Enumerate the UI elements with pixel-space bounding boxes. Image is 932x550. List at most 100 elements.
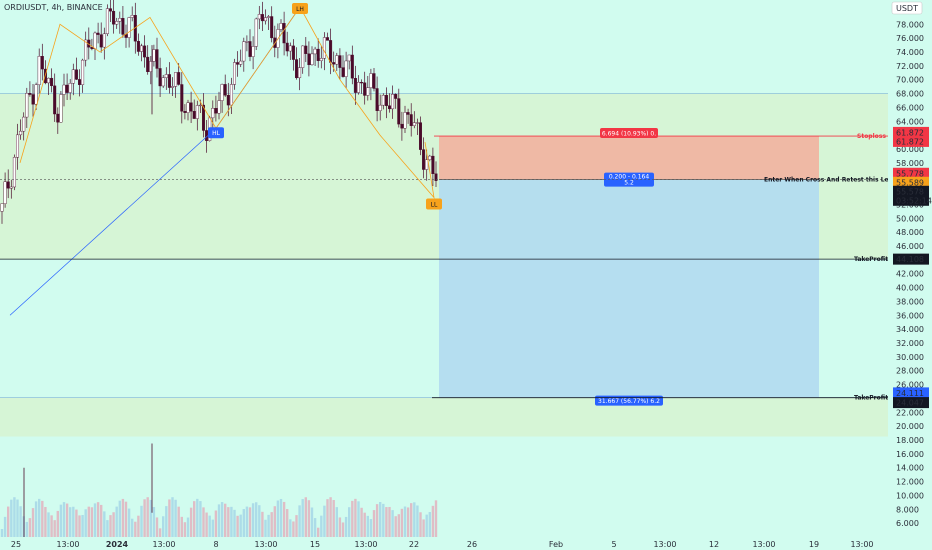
candle-body [170, 86, 174, 88]
volume-bar [397, 514, 400, 537]
time-tick-label: Feb [549, 540, 563, 549]
pivot-hl-label-box [208, 127, 224, 139]
volume-bar [292, 521, 295, 537]
symbol-title: ORDIUSDT, 4h, BINANCE [4, 3, 103, 12]
takeprofit-1-label: TakeProfit [854, 256, 888, 263]
volume-bar [276, 500, 280, 537]
volume-bar [25, 521, 28, 537]
volume-bar [360, 507, 363, 537]
volume-bar [155, 517, 159, 537]
volume-bar [329, 497, 332, 537]
time-tick-label: 13:00 [354, 540, 377, 549]
candle-body [189, 102, 193, 112]
volume-bar [425, 514, 428, 537]
volume-bar [354, 498, 357, 537]
candle-body [155, 49, 159, 69]
candle-body [25, 93, 29, 118]
candle-body [350, 54, 354, 79]
volume-bar [279, 498, 283, 537]
entry-stats-label-2: 5.2 [624, 180, 634, 187]
volume-bar [211, 519, 214, 537]
volume-bar [310, 507, 314, 537]
volume-bar [96, 502, 100, 537]
volume-bar [406, 507, 410, 537]
volume-bar [304, 497, 307, 537]
candle-body [267, 16, 271, 18]
volume-bar [93, 503, 97, 537]
candle-body [282, 23, 286, 44]
price-tick-label: 72.000 [896, 62, 924, 71]
candle-body [412, 122, 416, 126]
price-tick-label: 40.000 [896, 284, 924, 293]
candle-body [344, 60, 348, 77]
volume-bar [72, 506, 75, 537]
volume-bar [109, 515, 112, 537]
candle-body [397, 98, 401, 125]
volume-bar [248, 507, 252, 537]
volume-bar [313, 518, 317, 537]
price-tag-box-1 [893, 126, 929, 138]
volume-bar [3, 516, 7, 537]
candle-body [53, 85, 57, 115]
volume-bar [87, 506, 90, 537]
candle-body [270, 16, 274, 39]
candle-body [394, 93, 398, 99]
volume-bar [369, 519, 373, 537]
candle-body [285, 42, 289, 52]
price-tag-box-7 [893, 387, 929, 399]
price-tick-label: 58.000 [896, 159, 924, 168]
candle-body [16, 134, 20, 158]
price-tick-label: 28.000 [896, 367, 924, 376]
volume-bar [236, 515, 239, 537]
candle-body [360, 82, 364, 84]
candle-body [251, 46, 255, 57]
time-tick-label: 13:00 [254, 540, 277, 549]
time-tick-label: 8 [213, 540, 218, 549]
candle-body [201, 104, 205, 131]
volume-bar [230, 506, 233, 537]
candle-body [195, 105, 199, 119]
volume-bar [413, 502, 416, 537]
price-tick-label: 60.000 [896, 145, 924, 154]
price-tag-4: 55.578 [896, 187, 924, 196]
volume-bar [50, 515, 53, 537]
candle-body [301, 45, 305, 68]
candle-body [130, 15, 134, 18]
volume-bar [69, 507, 72, 537]
price-tick-label: 8.000 [896, 505, 919, 514]
volume-bar [295, 515, 298, 537]
time-tick-label: 2024 [106, 540, 129, 549]
price-tag-box-6 [893, 253, 929, 265]
candle-body [223, 84, 227, 96]
candle-body [335, 55, 339, 65]
price-tick-label: 36.000 [896, 311, 924, 320]
time-tick-label: 5 [611, 540, 616, 549]
volume-bar [180, 516, 183, 537]
pivot-ll-label: LL [431, 202, 438, 209]
volume-bar [388, 506, 391, 537]
volume-bar [400, 508, 404, 537]
volume-bar [270, 512, 273, 537]
volume-bar [233, 509, 236, 537]
candle-body [220, 84, 224, 101]
volume-bar [431, 505, 435, 537]
candle-body [381, 95, 385, 106]
candle-body [357, 82, 361, 93]
price-tick-label: 70.000 [896, 76, 924, 85]
target-stats-label-box [595, 395, 663, 406]
price-tag-box-4 [893, 185, 929, 197]
volume-bar [242, 509, 245, 537]
volume-bar [78, 515, 81, 537]
candle-body [260, 14, 264, 22]
price-axis-bg [888, 0, 932, 550]
volume-bar [286, 509, 289, 537]
volume-bar [13, 497, 16, 537]
volume-bar [379, 502, 382, 537]
candle-body [102, 33, 106, 48]
volume-bar [124, 501, 128, 537]
price-tag-box-3 [893, 176, 929, 188]
volume-bar [56, 510, 59, 537]
currency-button[interactable] [891, 1, 923, 15]
time-tick-label: 12 [709, 540, 719, 549]
